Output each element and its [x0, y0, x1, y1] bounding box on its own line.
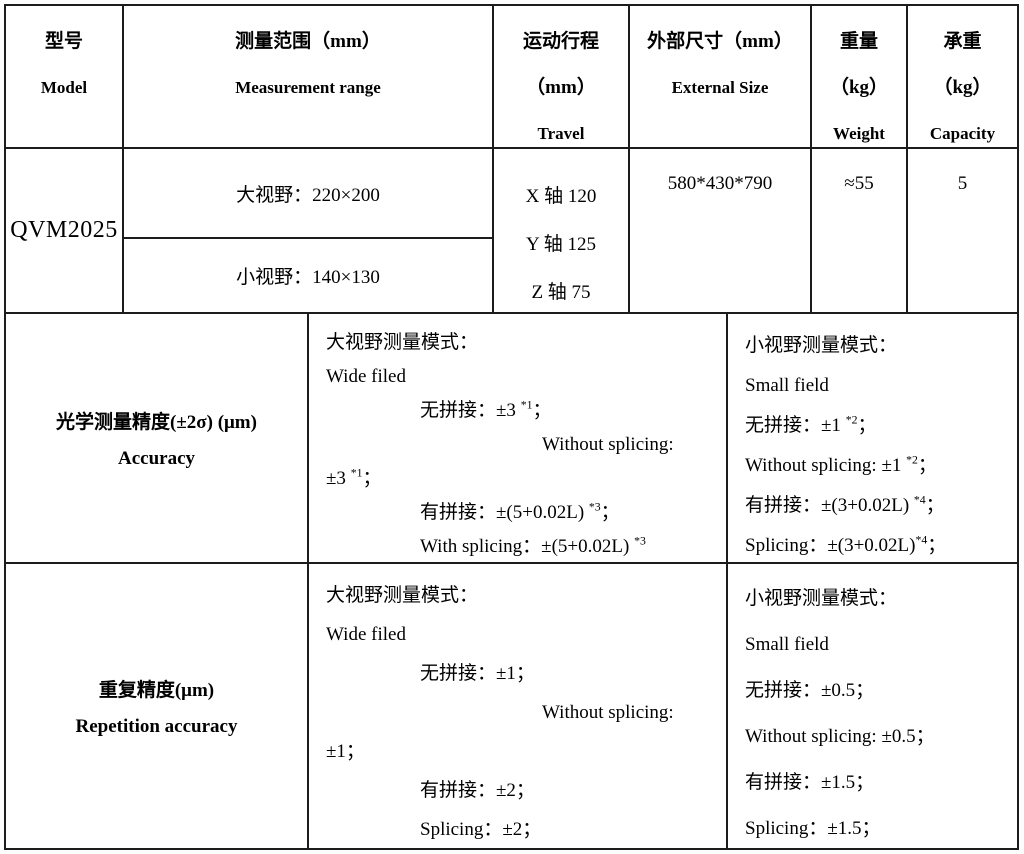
spec-line: 小视野测量模式：: [745, 335, 898, 356]
repetition-label-en: Repetition accuracy: [75, 715, 238, 737]
spec-line: Splicing：±(3+0.02L)*4；: [745, 533, 947, 556]
header-cell-range: 测量范围（mm） Measurement range: [124, 6, 494, 149]
external-size-value: 580*430*790: [667, 173, 773, 194]
spec-line: 无拼接：±1 *2；: [745, 413, 877, 436]
spec-line: Wide filed: [326, 366, 406, 387]
weight-cell: ≈55: [812, 149, 908, 314]
spec-line: Without splicing:: [542, 434, 674, 455]
spec-table: 型号 Model 测量范围（mm） Measurement range 运动行程…: [4, 4, 1019, 850]
spec-line: 无拼接：±1；: [420, 663, 535, 684]
spec-line: 大视野测量模式：: [326, 585, 479, 606]
header-weight-unit: （kg）: [829, 77, 889, 98]
model-cell: QVM2025: [6, 149, 124, 314]
header-travel-unit: （mm）: [526, 77, 596, 98]
spec-line: 有拼接：±1.5；: [745, 772, 875, 793]
range-wide-value: 大视野：220×200: [124, 149, 492, 239]
spec-line: 有拼接：±(5+0.02L) *3；: [420, 500, 620, 523]
spec-line: 大视野测量模式：: [326, 332, 479, 353]
spec-line: Without splicing: ±1 *2；: [745, 453, 937, 476]
travel-cell: X 轴 120 Y 轴 125 Z 轴 75: [494, 149, 630, 314]
header-capacity-unit: （kg）: [933, 77, 992, 98]
range-cell: 大视野：220×200 小视野：140×130: [124, 149, 494, 314]
spec-line: Wide filed: [326, 624, 406, 645]
spec-line: Small field: [745, 375, 829, 396]
capacity-cell: 5: [908, 149, 1017, 314]
header-weight-zh: 重量: [839, 31, 878, 52]
header-cell-size: 外部尺寸（mm） External Size: [630, 6, 812, 149]
header-capacity-en: Capacity: [929, 124, 996, 143]
weight-value: ≈55: [844, 173, 874, 194]
spec-table-top-section: 型号 Model 测量范围（mm） Measurement range 运动行程…: [6, 6, 1017, 314]
repetition-label-zh: 重复精度(μm): [98, 679, 215, 701]
header-capacity-zh: 承重: [943, 31, 982, 52]
header-size-zh: 外部尺寸（mm）: [647, 31, 793, 52]
header-model-en: Model: [40, 78, 88, 97]
range-small-value: 小视野：140×130: [236, 267, 380, 288]
accuracy-wide-lines: 大视野测量模式： Wide filed 无拼接：±3 *1； Without spli…: [326, 326, 710, 562]
repetition-label-cell: 重复精度(μm) Repetition accuracy: [6, 564, 309, 848]
spec-line: With splicing：±(5+0.02L) *3: [420, 534, 646, 557]
header-cell-travel: 运动行程 （mm） Travel: [494, 6, 630, 149]
spec-line: 无拼接：±3 *1；: [420, 398, 552, 421]
spec-line: X 轴 120: [525, 186, 597, 207]
spec-line: Without splicing: ±0.5；: [745, 726, 935, 747]
header-range-en: Measurement range: [235, 78, 381, 97]
spec-line: 小视野测量模式：: [745, 588, 898, 609]
capacity-value: 5: [957, 173, 968, 194]
header-travel-en: Travel: [537, 124, 585, 143]
spec-line: ±1；: [326, 741, 365, 762]
external-size-cell: 580*430*790: [630, 149, 812, 314]
spec-line: 无拼接：±0.5；: [745, 680, 875, 701]
spec-line: Z 轴 75: [531, 282, 591, 303]
spec-line: Splicing：±1.5；: [745, 818, 881, 839]
accuracy-wide-field-cell: 大视野测量模式： Wide filed 无拼接：±3 *1； Without spli…: [309, 314, 728, 564]
spec-line: 有拼接：±(3+0.02L) *4；: [745, 493, 945, 516]
spec-line: ±3 *1；: [326, 466, 382, 489]
spec-line: 有拼接：±2；: [420, 780, 535, 801]
repetition-wide-lines: 大视野测量模式： Wide filed 无拼接：±1； Without splicin…: [326, 576, 710, 848]
accuracy-small-lines: 小视野测量模式： Small field 无拼接：±1 *2； Without spl…: [745, 326, 1001, 562]
accuracy-label-cell: 光学测量精度(±2σ) (μm) Accuracy: [6, 314, 309, 564]
spec-line: Splicing：±2；: [420, 819, 542, 840]
repetition-small-field-cell: 小视野测量模式： Small field 无拼接：±0.5； Without spli…: [728, 564, 1017, 848]
header-weight-en: Weight: [833, 124, 885, 143]
header-travel-zh: 运动行程: [522, 31, 599, 52]
accuracy-label-zh: 光学测量精度(±2σ) (μm): [56, 411, 257, 433]
spec-table-bottom-section: 光学测量精度(±2σ) (μm) Accuracy 大视野测量模式： Wide f…: [6, 314, 1017, 848]
accuracy-label-en: Accuracy: [117, 447, 196, 469]
repetition-wide-field-cell: 大视野测量模式： Wide filed 无拼接：±1； Without splicin…: [309, 564, 728, 848]
header-range-zh: 测量范围（mm）: [235, 31, 381, 52]
header-cell-model: 型号 Model: [6, 6, 124, 149]
header-cell-capacity: 承重 （kg） Capacity: [908, 6, 1017, 149]
travel-values: X 轴 120 Y 轴 125 Z 轴 75: [494, 173, 628, 312]
spec-line: Without splicing:: [542, 702, 674, 723]
accuracy-small-field-cell: 小视野测量模式： Small field 无拼接：±1 *2； Without spl…: [728, 314, 1017, 564]
header-model-zh: 型号: [44, 31, 83, 52]
header-size-en: External Size: [671, 78, 769, 97]
spec-line: Y 轴 125: [525, 234, 597, 255]
spec-line: Small field: [745, 634, 829, 655]
header-cell-weight: 重量 （kg） Weight: [812, 6, 908, 149]
repetition-small-lines: 小视野测量模式： Small field 无拼接：±0.5； Without spli…: [745, 576, 1001, 848]
